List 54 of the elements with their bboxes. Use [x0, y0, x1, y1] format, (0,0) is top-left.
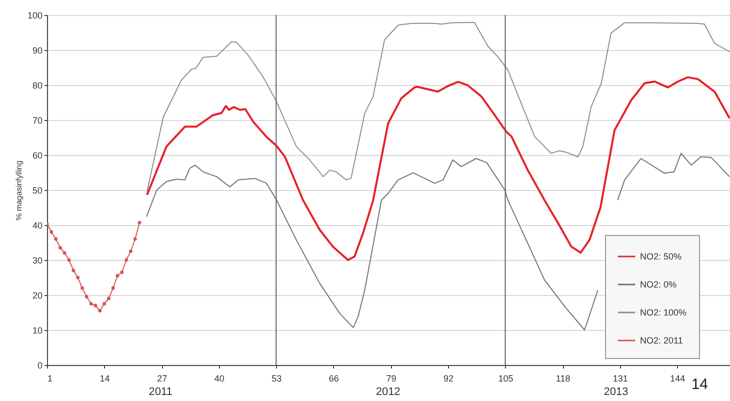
x-tick-label: 14	[100, 374, 110, 384]
text: 2012	[376, 386, 400, 398]
y-tick-label: 30	[32, 256, 42, 266]
point	[102, 302, 106, 306]
y-tick-label: 100	[27, 10, 42, 20]
x-tick-label: 79	[386, 374, 396, 384]
x-tick-label: 105	[498, 374, 514, 384]
x-tick-label: 1	[48, 374, 53, 384]
point	[94, 304, 98, 308]
point	[128, 250, 132, 253]
legend-label: NO2: 50%	[640, 252, 682, 262]
y-tick-label: 90	[32, 46, 42, 56]
point	[124, 258, 128, 262]
point	[67, 258, 71, 262]
x-tick-label: 27	[157, 374, 168, 384]
point	[54, 237, 58, 241]
y-tick-label: 50	[32, 186, 42, 196]
text: 2013	[604, 386, 628, 398]
point	[80, 286, 84, 290]
point	[133, 237, 137, 241]
x-tick-label: 92	[443, 374, 454, 384]
x-tick-label: 118	[556, 374, 570, 384]
point	[106, 296, 110, 300]
y-tick-label: 20	[32, 290, 42, 300]
point	[138, 220, 142, 224]
point	[58, 246, 62, 250]
legend-label: NO2: 0%	[640, 280, 677, 290]
legend-label: NO2: 2011	[640, 336, 683, 346]
x-tick-label: 53	[272, 374, 282, 384]
line-series	[146, 76, 730, 261]
y-axis-title: % magasinfylling	[14, 160, 24, 221]
x-tick-label: 144	[670, 374, 686, 384]
y-tick-label: 40	[32, 220, 42, 230]
point	[84, 295, 88, 298]
legend-label: NO2: 100%	[640, 308, 687, 318]
x-tick-label: 131	[612, 374, 628, 384]
x-tick-label: 40	[214, 374, 224, 384]
point	[89, 302, 93, 306]
point	[111, 286, 115, 290]
point	[120, 270, 124, 274]
y-tick-label: 70	[32, 116, 42, 126]
y-tick-label: 80	[32, 80, 42, 90]
point	[116, 274, 120, 278]
point	[98, 309, 102, 312]
point	[50, 230, 54, 234]
line-series	[146, 22, 730, 192]
y-tick-label: 60	[32, 150, 42, 160]
point	[72, 268, 76, 272]
point	[76, 276, 80, 280]
y-tick-label: 0	[37, 360, 42, 370]
point	[62, 251, 66, 255]
text: 2011	[148, 386, 172, 398]
y-tick-label: 10	[32, 326, 42, 336]
x-tick-label: 66	[328, 374, 339, 384]
